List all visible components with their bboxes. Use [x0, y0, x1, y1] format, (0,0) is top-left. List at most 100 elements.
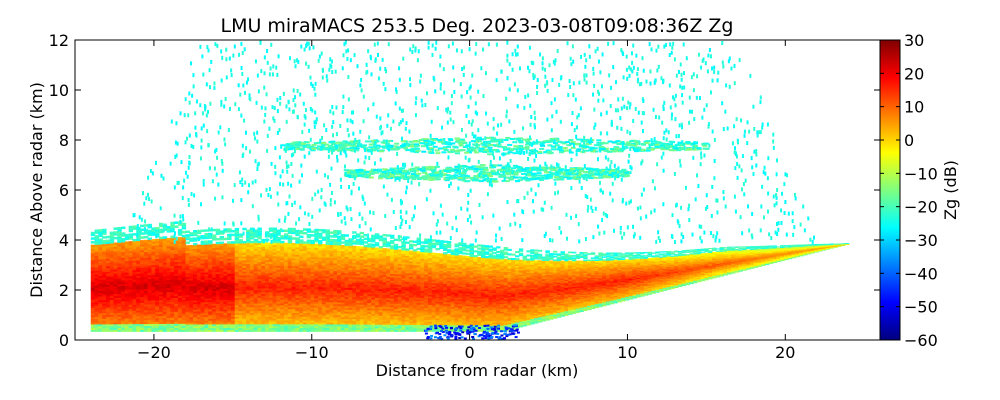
reflectivity-cell	[450, 259, 456, 262]
reflectivity-cell	[136, 311, 141, 315]
reflectivity-cell	[393, 291, 399, 294]
reflectivity-cell	[446, 285, 452, 288]
reflectivity-cell	[321, 249, 327, 253]
reflectivity-cell	[238, 318, 243, 321]
reflectivity-cell	[390, 318, 395, 322]
reflectivity-cell	[189, 246, 194, 250]
reflectivity-cell	[408, 326, 414, 329]
reflectivity-cell	[155, 291, 160, 295]
reflectivity-cell	[155, 238, 160, 242]
reflectivity-cell	[124, 304, 130, 308]
reflectivity-cell	[424, 326, 429, 329]
reflectivity-cell	[276, 244, 281, 248]
reflectivity-cell	[227, 248, 232, 252]
reflectivity-cell	[314, 260, 319, 263]
reflectivity-cell	[302, 327, 308, 330]
reflectivity-cell	[242, 261, 247, 265]
reflectivity-cell	[162, 273, 168, 277]
reflectivity-cell	[193, 322, 198, 325]
reflectivity-cell	[268, 257, 274, 261]
reflectivity-cell	[261, 253, 266, 257]
reflectivity-cell	[181, 250, 187, 254]
reflectivity-cell	[242, 299, 247, 302]
reflectivity-cell	[283, 289, 289, 293]
reflectivity-cell	[257, 250, 262, 253]
reflectivity-cell	[321, 279, 327, 282]
reflectivity-cell	[299, 301, 304, 304]
reflectivity-cell	[181, 281, 187, 284]
reflectivity-cell	[337, 246, 342, 250]
reflectivity-cell	[128, 225, 134, 229]
reflectivity-cell	[238, 282, 243, 285]
reflectivity-cell	[283, 310, 289, 314]
reflectivity-cell	[234, 263, 240, 267]
reflectivity-cell	[295, 244, 300, 248]
reflectivity-cell	[272, 242, 278, 246]
reflectivity-cell	[249, 252, 255, 255]
reflectivity-cell	[291, 288, 296, 291]
reflectivity-cell	[227, 301, 232, 304]
reflectivity-cell	[147, 243, 152, 246]
reflectivity-cell	[257, 323, 262, 327]
reflectivity-cell	[321, 269, 327, 273]
reflectivity-cell	[427, 302, 433, 305]
reflectivity-cell	[212, 253, 217, 256]
reflectivity-cell	[117, 310, 122, 313]
reflectivity-cell	[132, 265, 137, 269]
reflectivity-cell	[143, 274, 149, 278]
reflectivity-cell	[177, 265, 183, 268]
reflectivity-cell	[291, 242, 296, 246]
reflectivity-cell	[223, 252, 228, 256]
reflectivity-cell	[280, 270, 285, 274]
reflectivity-cell	[147, 241, 152, 244]
reflectivity-cell	[166, 323, 171, 326]
reflectivity-cell	[420, 297, 425, 300]
reflectivity-cell	[272, 229, 278, 232]
reflectivity-cell	[193, 261, 198, 264]
reflectivity-cell	[374, 309, 380, 313]
reflectivity-cell	[249, 269, 255, 272]
reflectivity-cell	[424, 292, 429, 295]
reflectivity-cell	[446, 314, 452, 318]
reflectivity-cell	[443, 268, 448, 271]
reflectivity-cell	[359, 249, 365, 253]
reflectivity-cell	[170, 273, 175, 277]
reflectivity-cell	[291, 295, 296, 299]
reflectivity-cell	[234, 261, 240, 265]
reflectivity-cell	[390, 322, 395, 325]
reflectivity-cell	[340, 254, 346, 257]
reflectivity-cell	[276, 291, 281, 295]
reflectivity-cell	[295, 252, 300, 255]
reflectivity-cell	[329, 246, 334, 249]
reflectivity-cell	[325, 327, 331, 330]
reflectivity-cell	[189, 263, 194, 266]
reflectivity-cell	[318, 325, 323, 329]
reflectivity-cell	[363, 289, 368, 293]
reflectivity-cell	[412, 255, 418, 259]
reflectivity-cell	[181, 301, 187, 304]
reflectivity-cell	[181, 307, 187, 310]
reflectivity-cell	[299, 258, 304, 261]
reflectivity-cell	[393, 249, 399, 252]
reflectivity-cell	[416, 266, 421, 269]
reflectivity-cell	[412, 317, 418, 320]
reflectivity-cell	[371, 259, 376, 263]
reflectivity-cell	[268, 318, 274, 321]
reflectivity-cell	[446, 327, 452, 331]
reflectivity-cell	[253, 229, 259, 232]
reflectivity-cell	[287, 295, 293, 298]
reflectivity-cell	[113, 306, 118, 310]
reflectivity-cell	[109, 310, 115, 314]
reflectivity-cell	[162, 291, 168, 295]
reflectivity-cell	[234, 259, 240, 263]
reflectivity-cell	[412, 276, 418, 279]
reflectivity-cell	[306, 306, 312, 310]
reflectivity-cell	[162, 325, 168, 328]
reflectivity-cell	[185, 290, 190, 294]
reflectivity-cell	[204, 273, 209, 277]
reflectivity-cell	[314, 273, 319, 276]
reflectivity-cell	[340, 320, 346, 323]
reflectivity-cell	[109, 231, 115, 235]
reflectivity-cell	[340, 307, 346, 310]
reflectivity-cell	[136, 302, 141, 305]
